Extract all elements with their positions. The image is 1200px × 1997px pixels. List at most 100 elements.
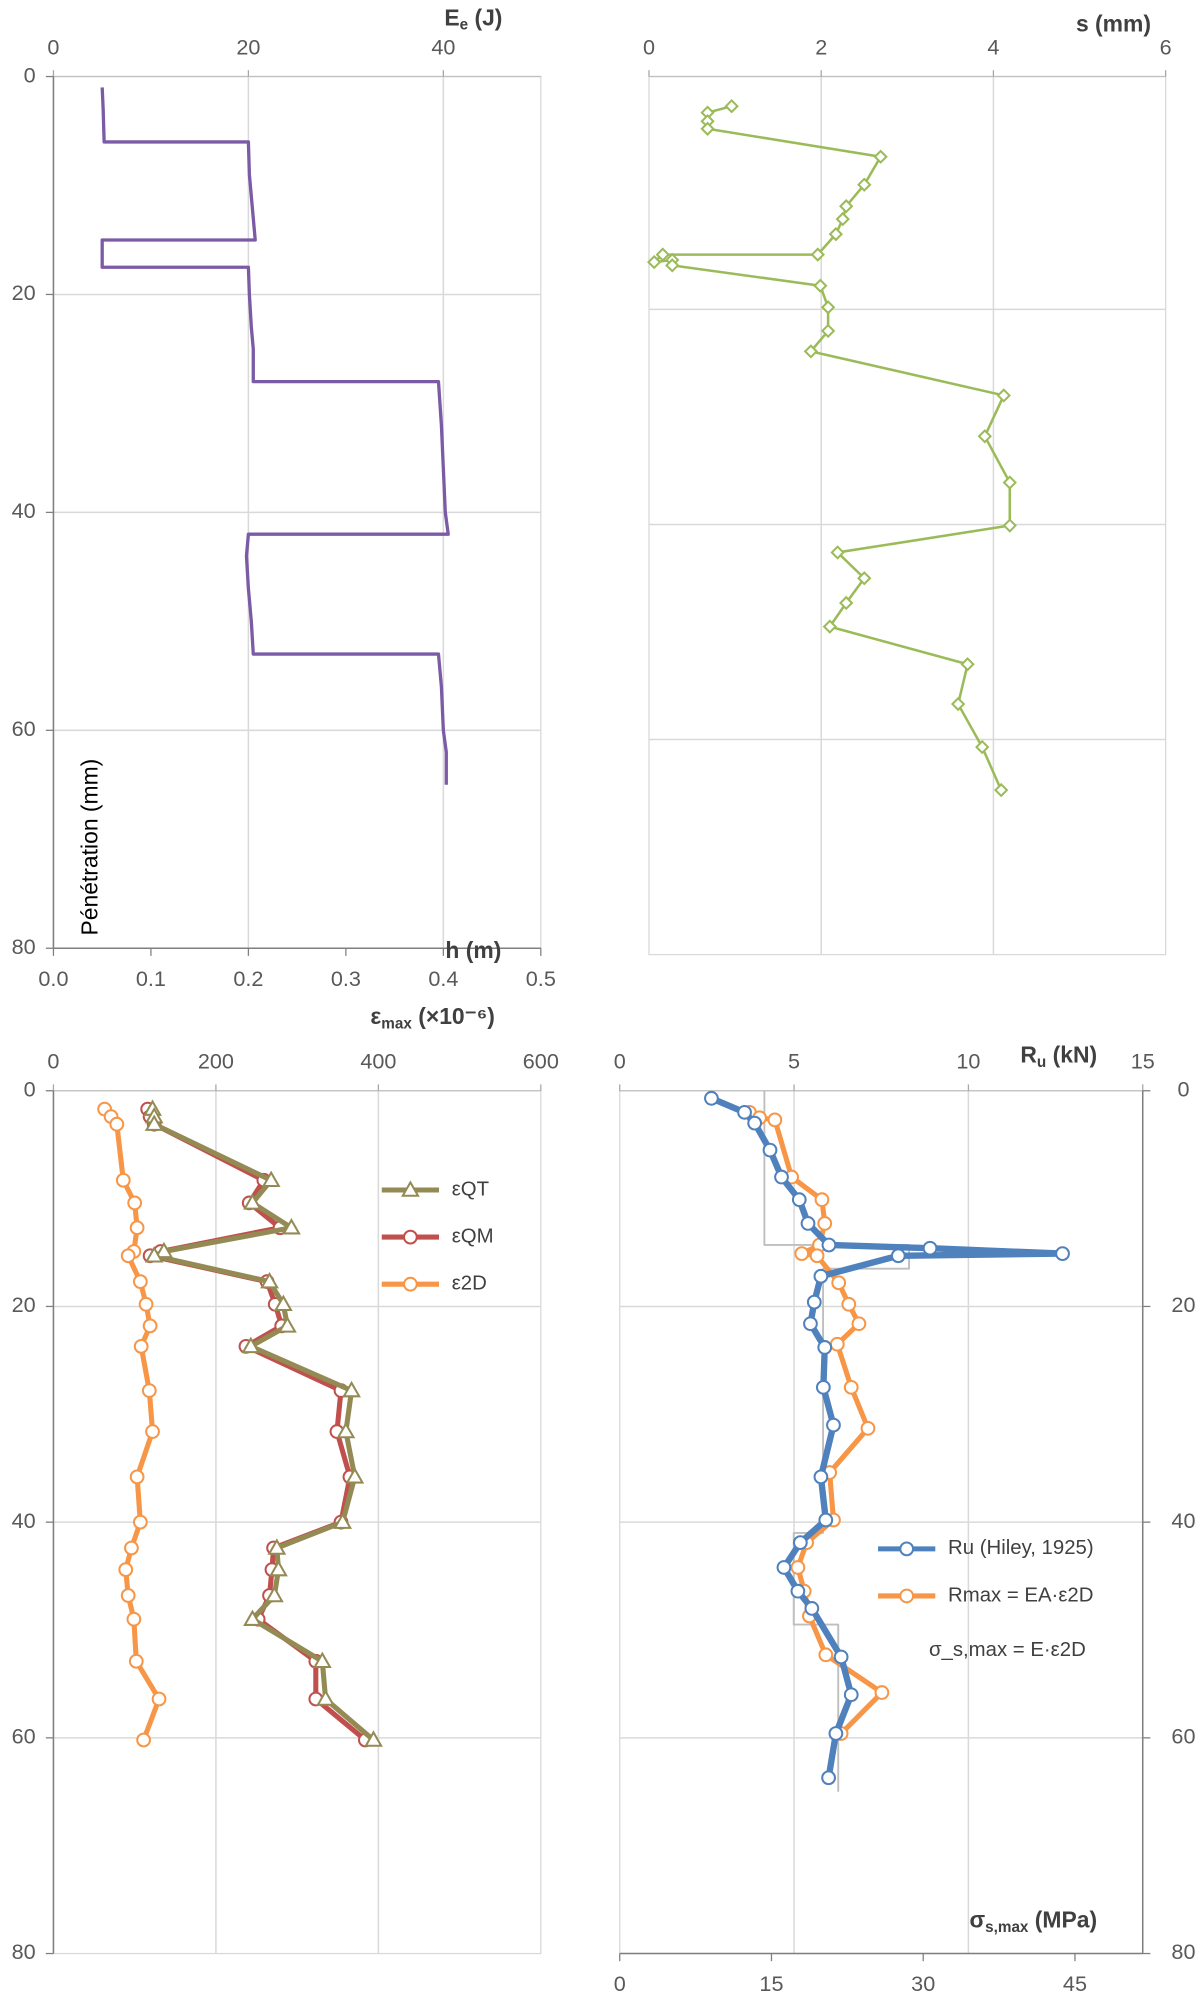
point — [817, 1216, 833, 1231]
x-tick-label: 0 — [614, 1048, 626, 1073]
point — [333, 1512, 353, 1529]
legend-label: Rmax = EA·ε2D — [948, 1584, 1093, 1606]
point — [154, 1241, 174, 1259]
point — [800, 1216, 816, 1231]
x-tick-label: 600 — [523, 1048, 559, 1073]
y-tick-label: 0 — [1177, 1076, 1189, 1101]
legend-marker — [403, 1276, 418, 1292]
legend-marker — [899, 1541, 915, 1557]
point — [873, 149, 888, 164]
y-tick-label: 40 — [12, 498, 36, 523]
label-subscript: max — [381, 1016, 412, 1033]
legend-label: Ru (Hiley, 1925) — [948, 1537, 1094, 1559]
x-tick-label: 10 — [956, 1048, 980, 1073]
point — [342, 1380, 361, 1398]
point — [336, 1421, 356, 1439]
point — [826, 1417, 841, 1433]
x2-tick-label: 0.3 — [331, 966, 361, 991]
label-symbol: ε — [370, 1003, 381, 1029]
point — [665, 258, 680, 273]
y-tick-label: 20 — [12, 1292, 36, 1317]
label-symbol: σ — [969, 1907, 985, 1933]
legend-label: ε2D — [452, 1273, 487, 1295]
label-unit: (J) — [468, 4, 502, 30]
y-tick-label: 0 — [24, 1076, 36, 1101]
point — [820, 323, 836, 339]
point — [803, 344, 819, 359]
y-tick-label: 20 — [1171, 1292, 1195, 1317]
label-subscript: u — [1037, 1054, 1046, 1071]
point — [138, 1296, 154, 1312]
point — [141, 1383, 157, 1398]
point — [790, 1560, 806, 1575]
label-unit: (×10⁻⁶) — [412, 1003, 495, 1029]
point — [133, 1338, 149, 1354]
point — [243, 1609, 262, 1626]
point — [704, 1090, 719, 1106]
y-tick-label: 80 — [12, 934, 36, 959]
point — [260, 1271, 279, 1289]
point — [831, 1275, 847, 1291]
point — [700, 121, 715, 136]
series-line — [100, 87, 450, 785]
point — [810, 247, 825, 262]
point — [1055, 1246, 1070, 1261]
point — [818, 1647, 834, 1663]
point — [815, 1379, 831, 1395]
point — [792, 1535, 808, 1551]
y-tick-label: 20 — [12, 280, 36, 305]
point — [316, 1689, 335, 1706]
point — [144, 1114, 164, 1131]
y-tick-label: 60 — [1171, 1724, 1195, 1749]
point — [774, 1169, 789, 1185]
point — [273, 1294, 293, 1312]
x-tick-label: 200 — [198, 1048, 234, 1073]
point — [145, 1424, 160, 1439]
point — [277, 1316, 297, 1333]
point — [841, 1296, 857, 1312]
point — [813, 278, 828, 293]
point — [994, 782, 1009, 798]
point — [115, 1172, 131, 1188]
point — [767, 1112, 783, 1128]
x2-tick-label: 0.1 — [136, 966, 166, 991]
point — [829, 1336, 845, 1352]
point — [843, 1687, 859, 1703]
point — [922, 1240, 938, 1256]
series-line — [763, 1090, 911, 1792]
point — [828, 1726, 844, 1741]
y-tick-label: 60 — [12, 716, 36, 741]
point — [124, 1540, 139, 1556]
point — [960, 657, 975, 672]
point — [818, 1512, 834, 1528]
plot-frame — [648, 75, 1167, 956]
x2-tick-label: 45 — [1063, 1971, 1087, 1996]
point — [820, 300, 836, 315]
point — [975, 739, 990, 755]
x-axis-label: s (mm) — [1076, 11, 1151, 37]
point — [127, 1195, 143, 1211]
point — [822, 619, 837, 634]
point — [243, 1193, 262, 1210]
point — [267, 1538, 287, 1555]
point — [142, 1318, 158, 1334]
x2-tick-label: 0.4 — [428, 966, 458, 991]
x2-tick-label: 15 — [759, 1971, 783, 1996]
x2-tick-label: 0.5 — [526, 966, 556, 991]
x-tick-label: 0 — [47, 1048, 59, 1073]
point — [806, 1294, 822, 1310]
point — [646, 254, 662, 270]
y-tick-label: 80 — [12, 1939, 36, 1964]
point — [776, 1560, 792, 1575]
point — [809, 1248, 825, 1264]
x-tick-label: 0 — [47, 34, 59, 59]
point — [118, 1562, 134, 1577]
legend-marker — [403, 1229, 418, 1245]
x-tick-label: 4 — [987, 34, 999, 59]
x2-tick-label: 0.0 — [38, 966, 68, 991]
legend-label: εQM — [452, 1225, 494, 1247]
series-line — [652, 104, 1012, 791]
x2-tick-label: 30 — [911, 1971, 935, 1996]
x2-axis-label: h (m) — [445, 937, 501, 963]
